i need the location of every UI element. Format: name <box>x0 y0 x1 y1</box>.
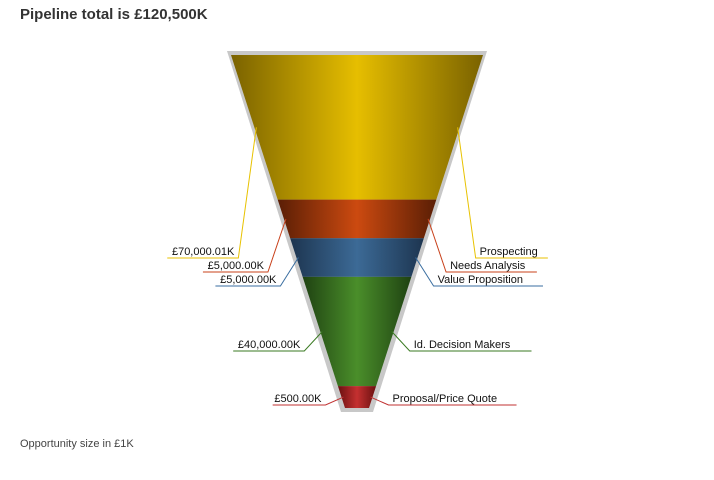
stage-label-value-proposition: Value Proposition <box>438 274 523 286</box>
leader-right-value-proposition <box>415 257 543 287</box>
leader-lines <box>167 127 548 406</box>
funnel-segments <box>231 55 483 408</box>
funnel-segment-id-decision-makers <box>302 276 412 387</box>
leader-left-proposal-price-quote <box>272 396 344 406</box>
value-label-value-proposition: £5,000.00K <box>220 274 277 286</box>
leader-right-id-decision-makers <box>391 331 532 352</box>
leader-left-id-decision-makers <box>233 331 323 352</box>
leader-right-needs-analysis <box>427 218 537 273</box>
stage-label-needs-analysis: Needs Analysis <box>450 260 526 272</box>
leader-left-prospecting <box>167 127 257 259</box>
stage-label-proposal-price-quote: Proposal/Price Quote <box>393 393 498 405</box>
chart-title: Pipeline total is £120,500K <box>20 6 208 23</box>
value-label-id-decision-makers: £40,000.00K <box>238 339 301 351</box>
leader-left-needs-analysis <box>202 218 287 273</box>
value-label-proposal-price-quote: £500.00K <box>274 393 322 405</box>
leader-right-prospecting <box>457 127 548 259</box>
value-label-needs-analysis: £5,000.00K <box>208 260 265 272</box>
stage-label-prospecting: Prospecting <box>480 246 538 258</box>
value-label-prospecting: £70,000.01K <box>172 246 235 258</box>
stage-label-id-decision-makers: Id. Decision Makers <box>414 339 511 351</box>
funnel-segment-proposal-price-quote <box>337 386 377 408</box>
funnel-segment-value-proposition <box>290 238 424 277</box>
funnel-segment-needs-analysis <box>277 199 437 239</box>
funnel-segment-prospecting <box>231 55 483 200</box>
funnel-labels: £70,000.01K Prospecting £5,000.00K Needs An… <box>172 246 538 405</box>
leader-left-value-proposition <box>215 257 299 287</box>
leader-right-proposal-price-quote <box>370 396 517 406</box>
unit-footnote: Opportunity size in £1K <box>20 438 134 450</box>
